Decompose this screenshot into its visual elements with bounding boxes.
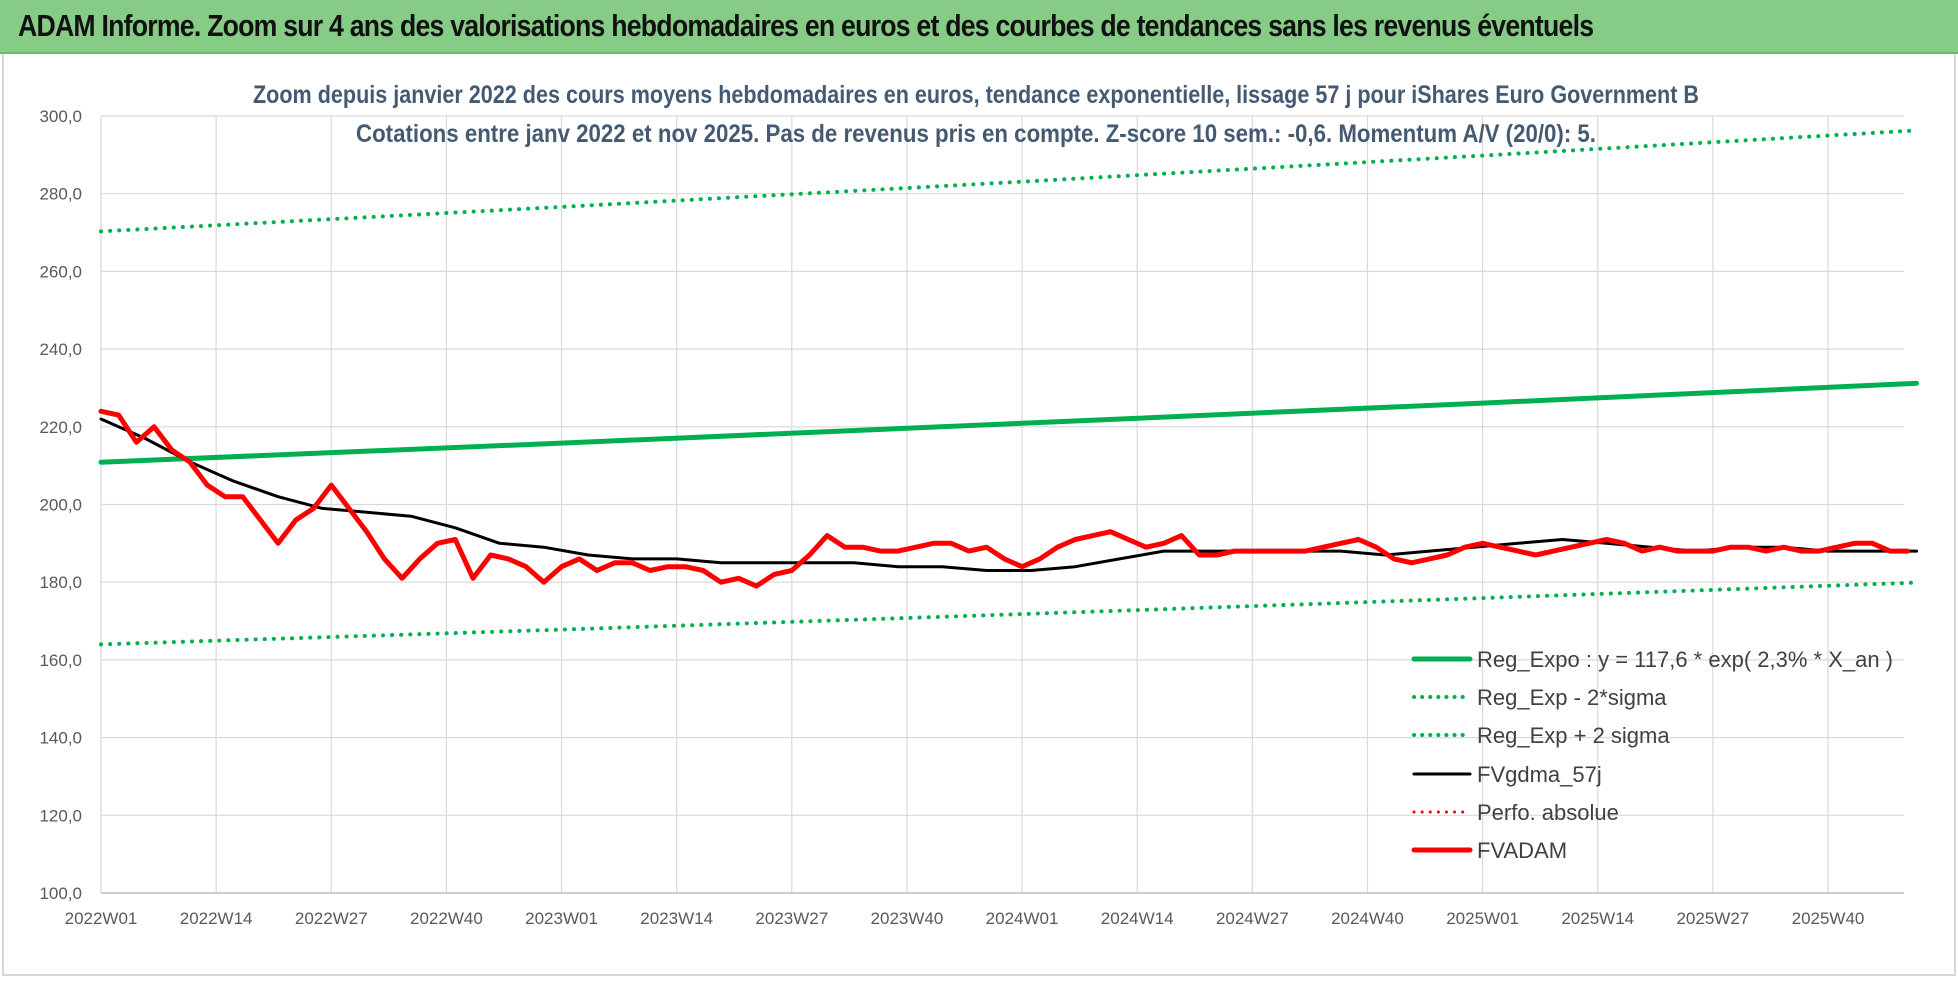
chart-title-line2: Cotations entre janv 2022 et nov 2025. P… <box>356 120 1596 148</box>
x-tick-label: 2023W01 <box>525 909 598 928</box>
series-line-5 <box>98 408 1911 589</box>
y-tick-label: 240,0 <box>39 340 82 359</box>
legend: Reg_Expo : y = 117,6 * exp( 2,3% * X_an … <box>1411 647 1893 863</box>
title-background <box>242 74 1710 156</box>
x-tick-label: 2022W27 <box>295 909 368 928</box>
legend-label-3: FVgdma_57j <box>1477 762 1602 787</box>
x-tick-label: 2023W14 <box>640 909 713 928</box>
legend-label-0: Reg_Expo : y = 117,6 * exp( 2,3% * X_an … <box>1477 647 1893 672</box>
x-tick-label: 2023W40 <box>871 909 944 928</box>
x-tick-label: 2022W01 <box>65 909 138 928</box>
series-line-3 <box>99 417 1919 572</box>
x-tick-label: 2025W14 <box>1561 909 1634 928</box>
legend-label-1: Reg_Exp - 2*sigma <box>1477 685 1667 710</box>
series-line-0 <box>98 380 1920 465</box>
y-tick-label: 180,0 <box>39 573 82 592</box>
legend-label-2: Reg_Exp + 2 sigma <box>1477 723 1670 748</box>
x-tick-label: 2024W40 <box>1331 909 1404 928</box>
legend-label-5: FVADAM <box>1477 838 1567 863</box>
y-tick-label: 200,0 <box>39 496 82 515</box>
x-tick-label: 2024W01 <box>986 909 1059 928</box>
x-tick-label: 2023W27 <box>755 909 828 928</box>
chart-frame <box>2 54 1956 976</box>
legend-label-4: Perfo. absolue <box>1477 800 1619 825</box>
x-tick-label: 2022W14 <box>180 909 253 928</box>
x-tick-label: 2025W27 <box>1676 909 1749 928</box>
chart-title-line1: Zoom depuis janvier 2022 des cours moyen… <box>253 81 1699 109</box>
x-tick-label: 2022W40 <box>410 909 483 928</box>
y-tick-label: 300,0 <box>39 107 82 126</box>
y-tick-label: 280,0 <box>39 185 82 204</box>
page-title: ADAM Informe. Zoom sur 4 ans des valoris… <box>18 8 1594 43</box>
series-line-1 <box>99 580 1919 647</box>
y-tick-label: 260,0 <box>39 262 82 281</box>
y-tick-label: 160,0 <box>39 651 82 670</box>
y-tick-label: 140,0 <box>39 729 82 748</box>
x-tick-label: 2024W27 <box>1216 909 1289 928</box>
x-tick-label: 2024W14 <box>1101 909 1174 928</box>
y-tick-label: 220,0 <box>39 418 82 437</box>
x-tick-label: 2025W01 <box>1446 909 1519 928</box>
series-line-2 <box>99 128 1919 234</box>
page-header: ADAM Informe. Zoom sur 4 ans des valoris… <box>0 0 1958 54</box>
y-tick-label: 120,0 <box>39 806 82 825</box>
x-tick-label: 2025W40 <box>1792 909 1865 928</box>
y-tick-label: 100,0 <box>39 884 82 903</box>
